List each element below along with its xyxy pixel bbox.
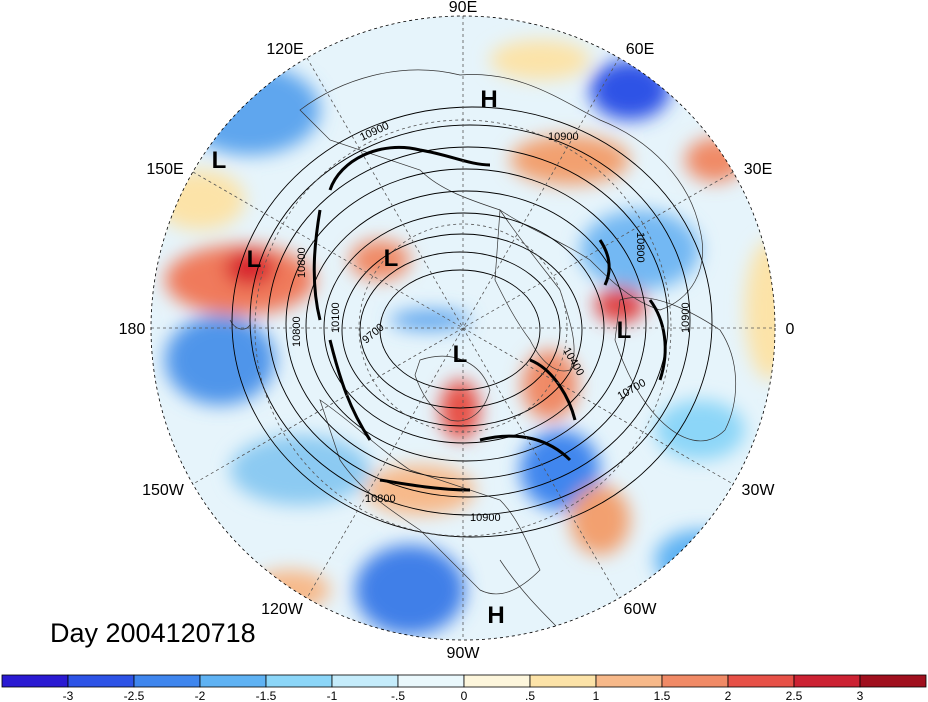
colorbar-box	[529, 674, 597, 688]
colorbar-tick-label: 1	[593, 689, 600, 702]
lon-label-30e: 30E	[744, 161, 772, 178]
low-marker: L	[384, 245, 399, 272]
contour-label: 10900	[470, 512, 501, 524]
colorbar: -3 -2.5 -2 -1.5 -1 -.5 0 .5 1 1.5 2 2.5 3	[1, 674, 927, 702]
colorbar-box	[793, 674, 861, 688]
pressure-centers: H H L L L L L	[212, 86, 632, 629]
contour-label: 10100	[330, 302, 342, 333]
contour-label: 10900	[680, 302, 692, 333]
contour-label: 10900	[548, 131, 579, 143]
colorbar-box	[133, 674, 201, 688]
lon-label-60e: 60E	[626, 41, 654, 58]
colorbar-tick-label: -1.5	[256, 689, 277, 702]
colorbar-box	[199, 674, 267, 688]
colorbar-tick-label: -3	[63, 689, 74, 702]
anomaly-field	[151, 16, 775, 640]
colorbar-tick-label: -.5	[391, 689, 405, 702]
colorbar-box	[265, 674, 333, 688]
colorbar-boxes	[1, 674, 927, 688]
colorbar-tick-label: 2	[725, 689, 732, 702]
low-marker: L	[453, 341, 468, 368]
colorbar-ticks: -3 -2.5 -2 -1.5 -1 -.5 0 .5 1 1.5 2 2.5 3	[63, 689, 864, 702]
contour-label: 10800	[365, 493, 396, 505]
longitude-labels: 90E 60E 30E 0 30W 60W 90W 120W 150W 180 …	[119, 0, 795, 662]
colorbar-tick-label: 0	[461, 689, 468, 702]
colorbar-tick-label: .5	[525, 689, 535, 702]
lon-label-120w: 120W	[261, 601, 304, 618]
colorbar-box	[595, 674, 663, 688]
polar-stereographic-map: 90E 60E 30E 0 30W 60W 90W 120W 150W 180 …	[119, 0, 795, 662]
contour-label: 10800	[291, 316, 303, 347]
colorbar-box	[727, 674, 795, 688]
contour-label: 10800	[634, 232, 646, 263]
colorbar-box	[1, 674, 69, 688]
colorbar-tick-label: -2	[195, 689, 206, 702]
graticule	[151, 16, 775, 640]
height-contours	[231, 106, 713, 538]
lon-label-30w: 30W	[742, 482, 776, 499]
lon-label-90e: 90E	[449, 0, 477, 16]
colorbar-box	[463, 674, 531, 688]
lon-label-150w: 150W	[142, 482, 185, 499]
colorbar-box	[661, 674, 729, 688]
high-marker: H	[487, 602, 504, 629]
map-boundary	[150, 15, 776, 641]
colorbar-box	[331, 674, 399, 688]
colorbar-tick-label: 3	[857, 689, 864, 702]
low-marker: L	[247, 246, 262, 273]
lon-label-60w: 60W	[624, 601, 658, 618]
low-marker: L	[617, 317, 632, 344]
colorbar-box	[67, 674, 135, 688]
colorbar-tick-label: 2.5	[786, 689, 803, 702]
day-label: Day 2004120718	[50, 618, 256, 648]
lon-label-0: 0	[786, 321, 795, 338]
high-marker: H	[480, 86, 497, 113]
colorbar-tick-label: 1.5	[654, 689, 671, 702]
lon-label-150e: 150E	[146, 161, 183, 178]
colorbar-tick-label: -2.5	[124, 689, 145, 702]
colorbar-box	[859, 674, 927, 688]
lon-label-90w: 90W	[447, 645, 481, 662]
colorbar-box	[397, 674, 465, 688]
lon-label-120e: 120E	[266, 41, 303, 58]
low-marker: L	[212, 147, 227, 174]
contour-label: 10800	[296, 247, 308, 278]
colorbar-tick-label: -1	[327, 689, 338, 702]
lon-label-180: 180	[119, 321, 146, 338]
